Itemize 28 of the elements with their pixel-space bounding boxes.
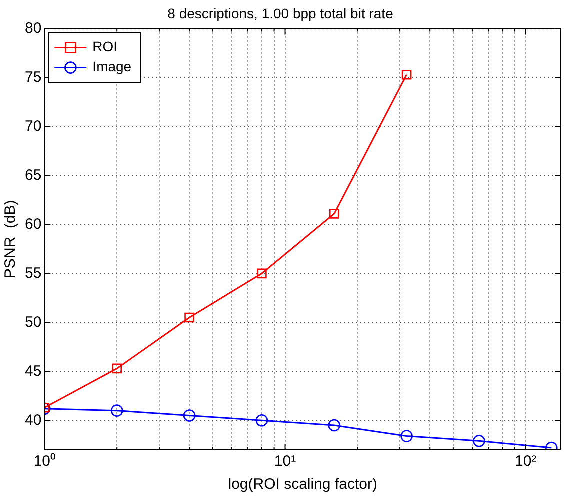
- point: [329, 209, 340, 219]
- y-tick-label: 80: [24, 20, 42, 37]
- y-tick-label: 70: [24, 118, 42, 135]
- y-tick-label: 40: [24, 412, 42, 429]
- y-tick-label: 55: [24, 264, 42, 282]
- y-tick-label: 65: [24, 166, 42, 184]
- y-tick-label: 75: [24, 68, 42, 86]
- y-tick-label: 60: [24, 216, 42, 233]
- point: [402, 70, 412, 80]
- x-tick-label: 10⁰: [34, 453, 56, 470]
- x-tick-label: 10²: [515, 453, 537, 470]
- y-tick-label: 50: [24, 314, 42, 331]
- y-tick-label: 45: [24, 362, 42, 380]
- point: [112, 364, 122, 374]
- chart-title: 8 descriptions, 1.00 bpp total bit rate: [168, 5, 394, 22]
- x-tick-label: 10¹: [274, 453, 296, 470]
- point: [110, 404, 124, 417]
- x-axis-title: log(ROI scaling factor): [228, 476, 378, 494]
- legend-label: Image: [92, 58, 132, 75]
- point: [400, 430, 413, 442]
- legend-label: ROI: [92, 38, 118, 55]
- point: [473, 435, 486, 448]
- point: [256, 414, 268, 427]
- point: [183, 410, 196, 422]
- y-axis-title: PSNR (dB): [2, 200, 20, 279]
- point: [184, 312, 194, 323]
- point: [257, 268, 267, 279]
- point: [328, 419, 341, 432]
